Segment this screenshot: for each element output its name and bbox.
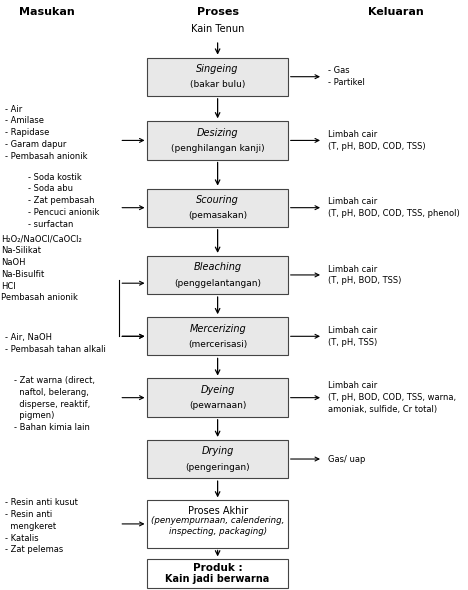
Text: (bakar bulu): (bakar bulu)	[190, 80, 245, 90]
FancyBboxPatch shape	[147, 256, 288, 294]
FancyBboxPatch shape	[147, 379, 288, 417]
FancyBboxPatch shape	[147, 317, 288, 355]
Text: - Gas
- Partikel: - Gas - Partikel	[328, 66, 365, 87]
Text: Desizing: Desizing	[197, 128, 238, 137]
FancyBboxPatch shape	[147, 440, 288, 478]
Text: Scouring: Scouring	[196, 195, 239, 205]
Text: (pengeringan): (pengeringan)	[185, 463, 250, 472]
Text: Keluaran: Keluaran	[367, 7, 424, 17]
Text: - Air, NaOH
- Pembasah tahan alkali: - Air, NaOH - Pembasah tahan alkali	[5, 333, 106, 354]
Text: Drying: Drying	[201, 447, 234, 456]
Text: - Soda kostik
- Soda abu
- Zat pembasah
- Pencuci anionik
- surfactan: - Soda kostik - Soda abu - Zat pembasah …	[28, 172, 100, 229]
Text: (pemasakan): (pemasakan)	[188, 211, 247, 221]
Text: Limbah cair
(T, pH, BOD, COD, TSS, warna,
amoniak, sulfide, Cr total): Limbah cair (T, pH, BOD, COD, TSS, warna…	[328, 381, 456, 414]
Text: Proses Akhir: Proses Akhir	[188, 506, 248, 516]
Text: (pewarnaan): (pewarnaan)	[189, 401, 246, 411]
Text: Bleaching: Bleaching	[194, 263, 241, 272]
Text: Produk :: Produk :	[193, 563, 242, 572]
Text: Limbah cair
(T, pH, BOD, COD, TSS): Limbah cair (T, pH, BOD, COD, TSS)	[328, 130, 425, 151]
Text: - Air
- Amilase
- Rapidase
- Garam dapur
- Pembasah anionik: - Air - Amilase - Rapidase - Garam dapur…	[5, 104, 87, 161]
Text: Proses: Proses	[197, 7, 239, 17]
Text: (mercerisasi): (mercerisasi)	[188, 340, 247, 349]
FancyBboxPatch shape	[147, 58, 288, 96]
Text: Mercerizing: Mercerizing	[189, 324, 246, 333]
Text: Limbah cair
(T, pH, BOD, COD, TSS, phenol): Limbah cair (T, pH, BOD, COD, TSS, pheno…	[328, 197, 460, 218]
Text: - Zat warna (direct,
  naftol, belerang,
  disperse, reaktif,
  pigmen)
- Bahan : - Zat warna (direct, naftol, belerang, d…	[14, 376, 95, 432]
Text: Gas/ uap: Gas/ uap	[328, 454, 365, 464]
Text: Kain Tenun: Kain Tenun	[191, 25, 244, 34]
Text: (penggelantangan): (penggelantangan)	[174, 278, 261, 288]
Text: inspecting, packaging): inspecting, packaging)	[168, 526, 267, 536]
FancyBboxPatch shape	[147, 500, 288, 548]
Text: (penyempurnaan, calendering,: (penyempurnaan, calendering,	[151, 516, 284, 526]
FancyBboxPatch shape	[147, 559, 288, 588]
Text: - Resin anti kusut
- Resin anti
  mengkeret
- Katalis
- Zat pelemas: - Resin anti kusut - Resin anti mengkere…	[5, 498, 78, 555]
Text: Kain jadi berwarna: Kain jadi berwarna	[166, 575, 270, 584]
Text: Masukan: Masukan	[19, 7, 75, 17]
Text: H₂O₂/NaOCl/CaOCl₂
Na-Silikat
NaOH
Na-Bisulfit
HCl
Pembasah anionik: H₂O₂/NaOCl/CaOCl₂ Na-Silikat NaOH Na-Bis…	[1, 234, 82, 303]
Text: Limbah cair
(T, pH, TSS): Limbah cair (T, pH, TSS)	[328, 326, 377, 347]
Text: (penghilangan kanji): (penghilangan kanji)	[171, 144, 264, 153]
FancyBboxPatch shape	[147, 122, 288, 159]
Text: Dyeing: Dyeing	[200, 385, 235, 395]
FancyBboxPatch shape	[147, 188, 288, 227]
Text: Limbah cair
(T, pH, BOD, TSS): Limbah cair (T, pH, BOD, TSS)	[328, 264, 401, 286]
Text: Singeing: Singeing	[197, 64, 239, 74]
